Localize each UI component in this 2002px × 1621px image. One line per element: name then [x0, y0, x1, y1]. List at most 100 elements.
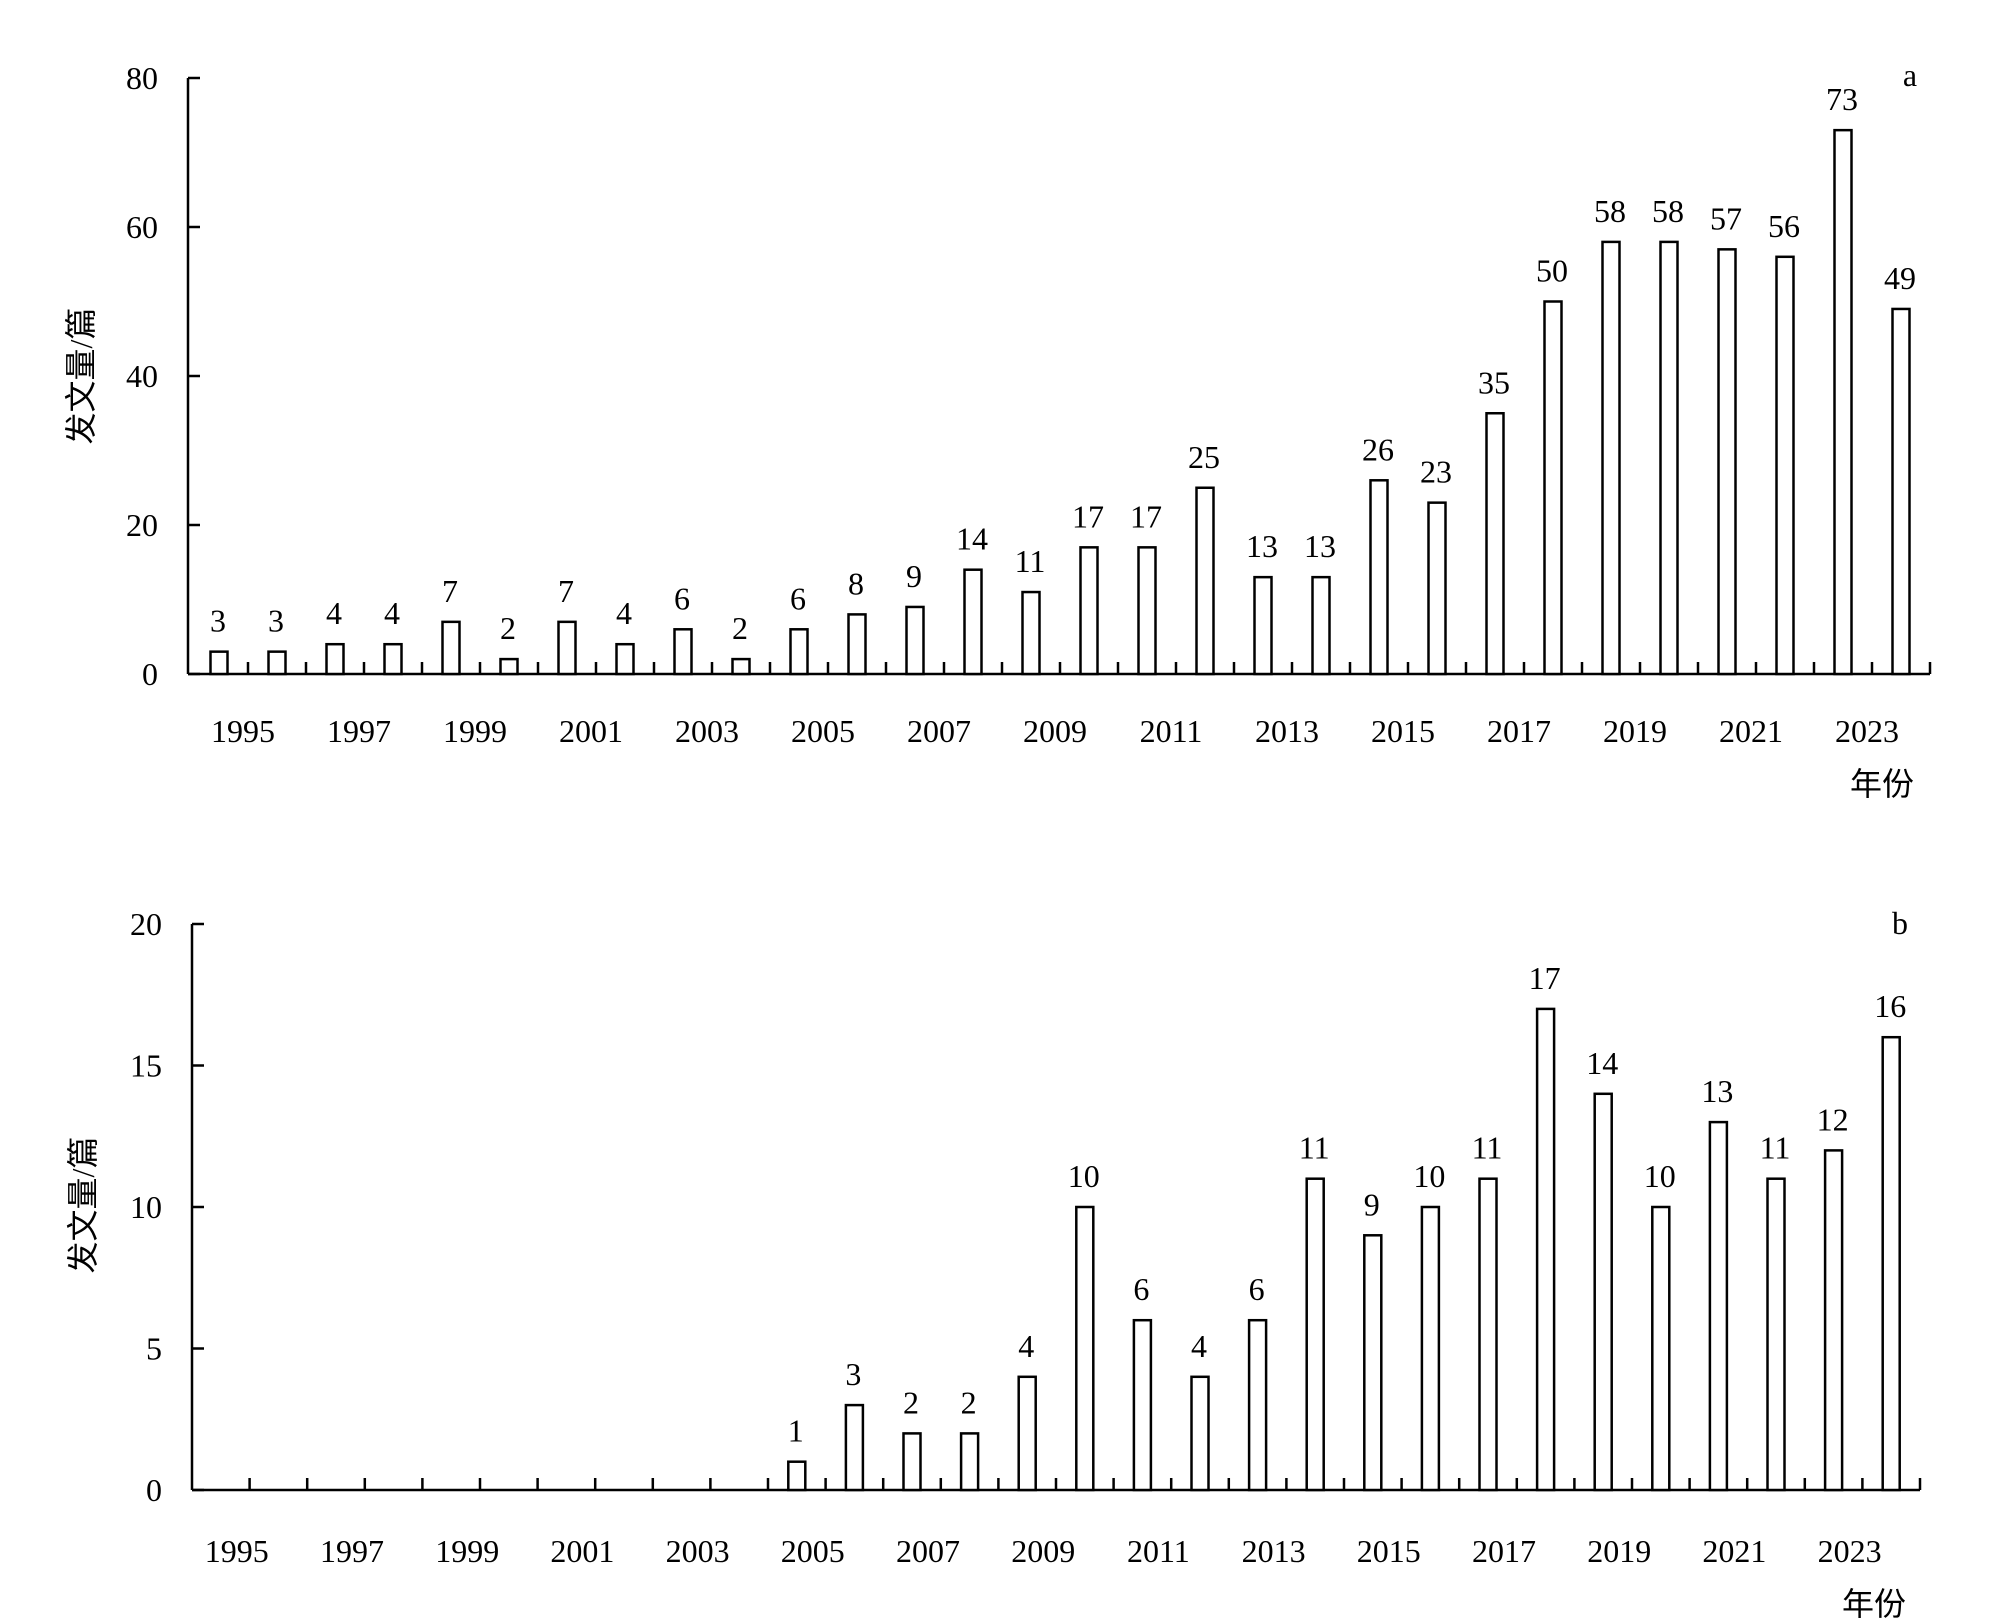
data-label-2007: 2	[903, 1384, 919, 1420]
data-label-2023: 73	[1826, 81, 1858, 117]
data-label-2010: 17	[1072, 498, 1104, 534]
bar-2015	[1363, 1234, 1383, 1492]
y-tick-label: 10	[130, 1189, 162, 1225]
bar-1997	[325, 642, 345, 676]
x-tick-label: 2021	[1719, 713, 1783, 749]
x-tick-label: 2007	[907, 713, 971, 749]
y-tick-label: 5	[146, 1331, 162, 1367]
bar-2006	[847, 613, 867, 676]
x-tick-label: 1995	[211, 713, 275, 749]
bar-2015	[1369, 479, 1389, 676]
x-tick-label: 2013	[1255, 713, 1319, 749]
x-tick-label: 1999	[443, 713, 507, 749]
bar-2007	[902, 1432, 922, 1492]
bar-2005	[789, 628, 809, 676]
y-tick-label: 40	[126, 358, 158, 394]
x-tick-label: 2001	[550, 1533, 614, 1569]
x-tick-label: 2005	[781, 1533, 845, 1569]
data-label-2008: 2	[961, 1384, 977, 1420]
x-axis-label: 年份	[1842, 1586, 1906, 1621]
x-tick-label: 2023	[1835, 713, 1899, 749]
x-tick-label: 2009	[1011, 1533, 1075, 1569]
panel-label: a	[1903, 57, 1917, 93]
x-tick-label: 2011	[1127, 1533, 1190, 1569]
x-tick-label: 2005	[791, 713, 855, 749]
bar-2011	[1132, 1318, 1153, 1492]
bar-2013	[1253, 575, 1273, 676]
data-label-2011: 6	[1133, 1271, 1149, 1307]
data-label-2020: 58	[1652, 193, 1684, 229]
data-label-2009: 11	[1015, 543, 1046, 579]
data-label-2007: 9	[906, 558, 922, 594]
bar-2019	[1601, 240, 1621, 676]
data-label-2013: 6	[1249, 1271, 1265, 1307]
data-label-2018: 17	[1529, 960, 1561, 996]
y-tick-label: 15	[130, 1048, 162, 1084]
data-label-2000: 2	[500, 610, 516, 646]
x-tick-label: 2015	[1357, 1533, 1421, 1569]
data-label-2015: 26	[1362, 431, 1394, 467]
data-label-2004: 2	[732, 610, 748, 646]
data-label-2017: 11	[1472, 1130, 1503, 1166]
bar-2016	[1427, 501, 1447, 676]
bar-2018	[1543, 300, 1563, 676]
x-tick-label: 2003	[666, 1533, 730, 1569]
data-label-1995: 3	[210, 603, 226, 639]
panel-label: b	[1892, 905, 1908, 941]
x-tick-label: 2019	[1603, 713, 1667, 749]
data-label-2002: 4	[616, 595, 632, 631]
x-tick-label: 1997	[327, 713, 391, 749]
y-tick-label: 20	[126, 507, 158, 543]
data-label-2023: 12	[1817, 1101, 1849, 1137]
y-tick-label: 60	[126, 209, 158, 245]
bar-2022	[1775, 255, 1795, 676]
bar-2004	[731, 657, 751, 676]
data-label-2009: 4	[1018, 1328, 1034, 1364]
data-label-2001: 7	[558, 573, 574, 609]
y-axis-label: 发文量/篇	[65, 1137, 101, 1274]
data-label-1998: 4	[384, 595, 400, 631]
data-label-2014: 11	[1299, 1130, 1330, 1166]
data-label-2024: 49	[1884, 260, 1916, 296]
data-label-2021: 13	[1701, 1073, 1733, 1109]
bar-2016	[1420, 1205, 1441, 1492]
bar-2001	[557, 620, 577, 676]
data-label-2010: 10	[1068, 1158, 1100, 1194]
bar-2017	[1485, 412, 1505, 676]
data-label-2016: 10	[1413, 1158, 1445, 1194]
data-label-2019: 14	[1586, 1045, 1618, 1081]
data-label-2008: 14	[956, 521, 988, 557]
data-label-1999: 7	[442, 573, 458, 609]
bar-2013	[1247, 1318, 1268, 1492]
data-label-1997: 4	[326, 595, 342, 631]
bar-1996	[267, 650, 287, 676]
bar-2023	[1833, 128, 1853, 676]
x-tick-label: 2011	[1140, 713, 1203, 749]
data-label-2006: 8	[848, 565, 864, 601]
data-label-2020: 10	[1644, 1158, 1676, 1194]
bar-2002	[615, 642, 635, 676]
data-label-2012: 4	[1191, 1328, 1207, 1364]
bar-2009	[1021, 590, 1041, 676]
data-label-2022: 11	[1760, 1130, 1791, 1166]
bar-2010	[1075, 1205, 1095, 1492]
bar-2000	[499, 657, 519, 676]
bar-1998	[383, 642, 403, 676]
bar-2005	[787, 1460, 807, 1492]
data-label-2011: 17	[1130, 498, 1162, 534]
bar-2008	[959, 1432, 980, 1492]
data-label-2014: 13	[1304, 528, 1336, 564]
x-tick-label: 2015	[1371, 713, 1435, 749]
bar-2003	[673, 628, 693, 676]
y-tick-label: 20	[130, 906, 162, 942]
x-tick-label: 2001	[559, 713, 623, 749]
data-label-2022: 56	[1768, 208, 1800, 244]
x-tick-label: 1997	[320, 1533, 384, 1569]
y-tick-label: 0	[146, 1472, 162, 1508]
x-tick-label: 2013	[1242, 1533, 1306, 1569]
data-label-2018: 50	[1536, 253, 1568, 289]
bar-2006	[844, 1403, 865, 1492]
y-tick-label: 80	[126, 60, 158, 96]
data-label-2013: 13	[1246, 528, 1278, 564]
